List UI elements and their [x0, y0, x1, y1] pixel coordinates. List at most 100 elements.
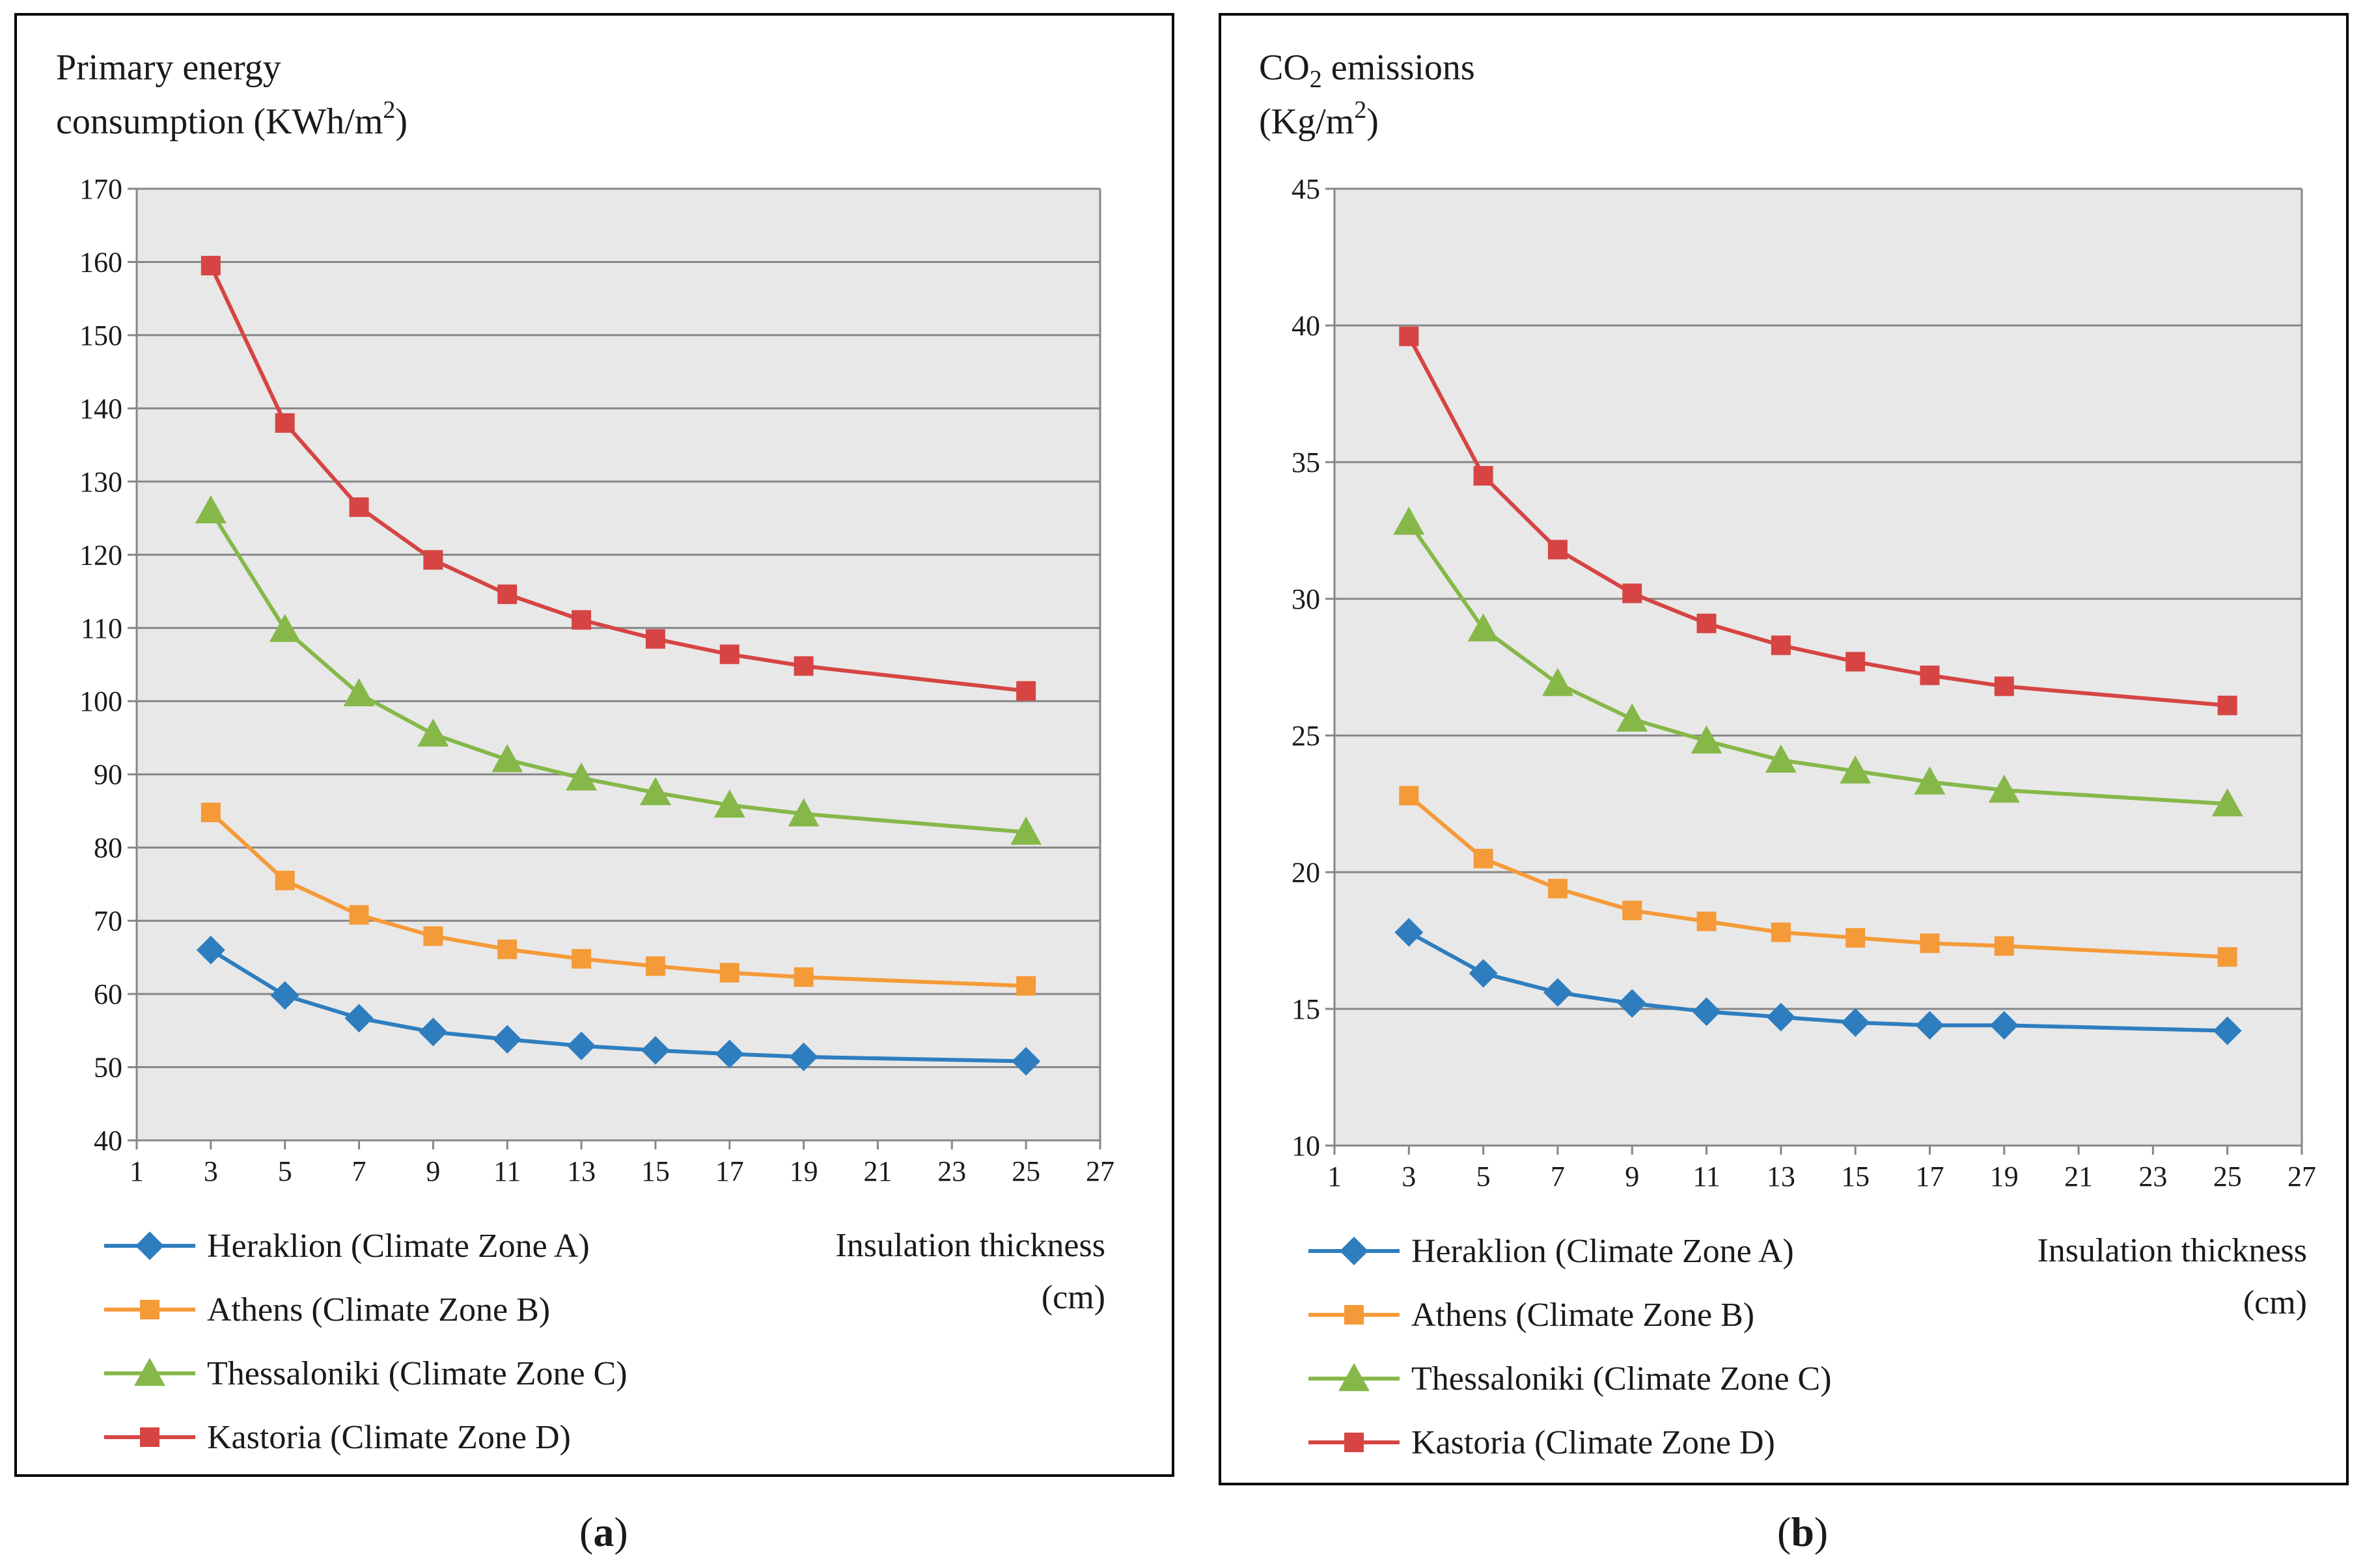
chart-title-line1: Primary energy	[56, 48, 281, 88]
x-tick-label: 9	[1625, 1161, 1639, 1192]
legend-item: Athens (Climate Zone B)	[104, 1291, 550, 1328]
data-point	[1841, 1008, 1870, 1037]
panel-letter: a	[593, 1509, 614, 1555]
data-point	[344, 1004, 374, 1033]
series-line	[1407, 794, 2228, 959]
title-text: consumption (KWh/m	[56, 102, 383, 142]
x-tick-label: 27	[1086, 1155, 1114, 1187]
data-point	[349, 905, 369, 925]
data-point	[1994, 936, 2014, 956]
series-athens	[200, 803, 1036, 996]
data-point	[1766, 1002, 1795, 1032]
series-line	[209, 510, 1027, 834]
y-tick-label: 45	[1292, 173, 1320, 205]
panel-paren: )	[1814, 1509, 1828, 1555]
data-point	[1543, 978, 1572, 1007]
data-point	[1618, 989, 1647, 1018]
x-tick-label: 25	[1012, 1155, 1040, 1187]
y-tick-label: 40	[1292, 310, 1320, 342]
data-point	[497, 939, 518, 959]
x-axis-unit: (cm)	[1042, 1279, 1105, 1316]
y-tick-label: 25	[1292, 720, 1320, 752]
legend: Heraklion (Climate Zone A) Athens (Climat…	[1308, 1233, 1832, 1461]
data-point	[1920, 933, 1940, 954]
data-point	[1765, 744, 1797, 773]
x-tick-label: 15	[641, 1155, 670, 1187]
data-point	[1845, 652, 1866, 672]
data-point	[200, 803, 221, 823]
data-point	[343, 678, 375, 707]
data-point	[794, 656, 814, 676]
data-point	[715, 1039, 744, 1069]
x-tick-label: 3	[1402, 1161, 1416, 1192]
data-point	[719, 644, 739, 665]
legend-marker	[1344, 1433, 1364, 1452]
y-tick-label: 35	[1292, 447, 1320, 478]
y-tick-label: 40	[94, 1125, 122, 1157]
legend-marker	[1344, 1305, 1364, 1325]
series-thessaloniki	[195, 495, 1042, 845]
data-point	[1399, 326, 1419, 346]
data-point	[417, 718, 449, 747]
legend-label: Kastoria (Climate Zone D)	[1411, 1424, 1775, 1461]
data-point	[794, 967, 814, 987]
data-point	[423, 550, 443, 570]
x-tick-label: 19	[1990, 1161, 2019, 1192]
data-point	[419, 1017, 448, 1047]
chart-title-line1: CO2 emissions	[1259, 48, 1475, 93]
chart-title-line2: consumption (KWh/m2)	[56, 96, 408, 142]
legend-item: Heraklion (Climate Zone A)	[104, 1228, 590, 1265]
series-athens	[1399, 786, 2237, 967]
y-tick-label: 100	[79, 685, 122, 717]
legend-label: Heraklion (Climate Zone A)	[1411, 1233, 1794, 1270]
x-tick-label: 23	[2138, 1161, 2167, 1192]
data-point	[1547, 879, 1568, 899]
legend-marker	[134, 1358, 165, 1386]
data-point	[1914, 766, 1946, 795]
legend-item: Thessaloniki (Climate Zone C)	[104, 1355, 628, 1392]
legend-label: Heraklion (Climate Zone A)	[207, 1228, 590, 1265]
panel-paren: )	[614, 1509, 628, 1555]
data-point	[567, 1031, 596, 1060]
data-point	[1771, 922, 1791, 942]
data-point	[1696, 613, 1717, 633]
y-tick-label: 50	[94, 1052, 122, 1084]
panel-paren: (	[1777, 1509, 1791, 1555]
x-tick-label: 11	[1693, 1161, 1720, 1192]
title-subscript: 2	[1310, 66, 1322, 93]
data-point	[196, 935, 225, 965]
panel-paren: (	[579, 1509, 593, 1555]
series-line	[1407, 521, 2228, 806]
data-point	[497, 585, 518, 605]
x-tick-label: 1	[1327, 1161, 1342, 1192]
legend-marker	[140, 1427, 159, 1447]
data-point	[645, 629, 665, 649]
data-point	[1994, 676, 2014, 696]
data-point	[641, 1036, 670, 1065]
legend-item: Kastoria (Climate Zone D)	[104, 1419, 571, 1456]
y-tick-label: 30	[1292, 583, 1320, 615]
data-point	[493, 1025, 522, 1054]
y-tick-label: 130	[79, 466, 122, 498]
x-tick-label: 27	[2287, 1161, 2316, 1192]
data-point	[2213, 1016, 2242, 1045]
data-point	[1845, 928, 1866, 948]
x-tick-label: 25	[2213, 1161, 2242, 1192]
x-tick-label: 19	[790, 1155, 818, 1187]
y-tick-label: 110	[81, 612, 122, 644]
legend-marker	[140, 1300, 159, 1319]
panel-label: (b)	[1777, 1509, 1828, 1555]
x-tick-label: 7	[352, 1155, 366, 1187]
data-point	[1394, 918, 1424, 947]
y-tick-label: 80	[94, 832, 122, 864]
chart-title-line2: (Kg/m2)	[1259, 96, 1379, 142]
series-line	[1407, 335, 2228, 708]
data-point	[1622, 583, 1642, 603]
data-point	[1399, 786, 1419, 806]
legend-item: Thessaloniki (Climate Zone C)	[1308, 1360, 1832, 1397]
series-line	[209, 810, 1027, 988]
y-tick-label: 120	[79, 539, 122, 571]
x-tick-label: 11	[493, 1155, 521, 1187]
title-text: )	[395, 102, 408, 142]
